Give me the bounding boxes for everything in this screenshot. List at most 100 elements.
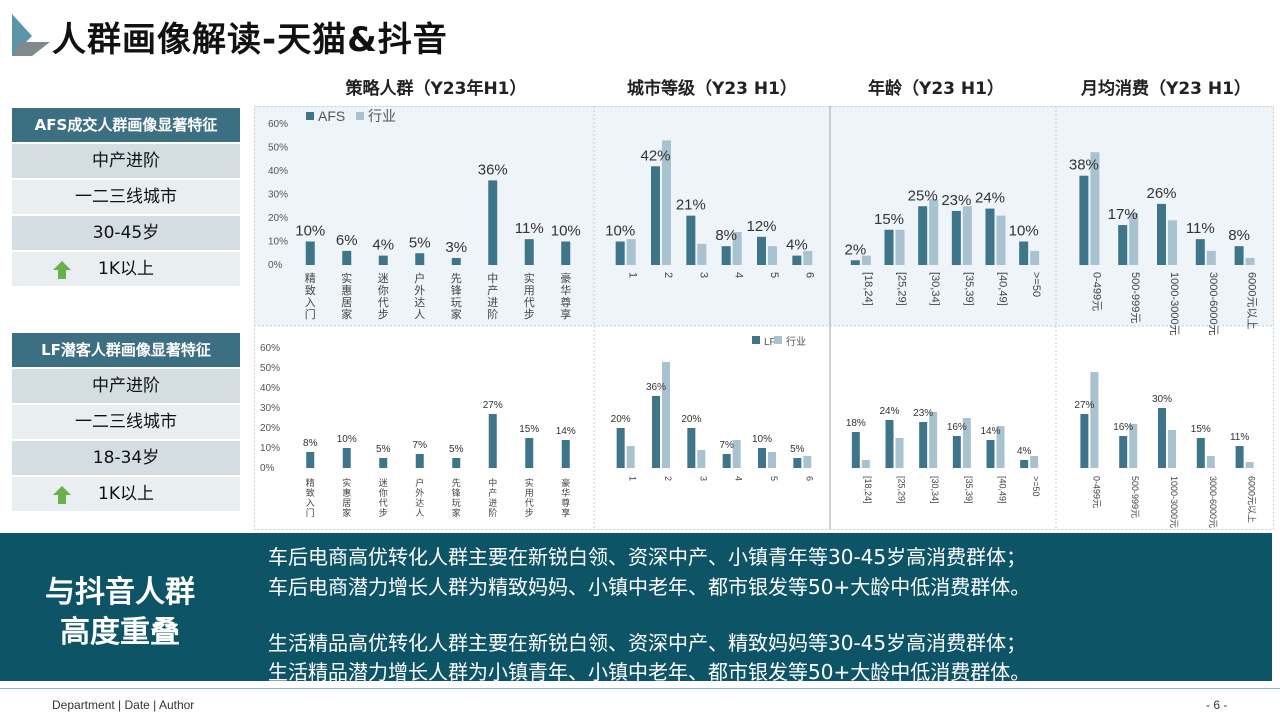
column-header-strategy: 策略人群（Y23年H1） xyxy=(345,79,527,99)
category-label: 3 xyxy=(697,272,709,278)
category-label-char: 用 xyxy=(525,488,534,498)
bar-industry xyxy=(895,438,904,468)
data-label: 10% xyxy=(337,434,357,445)
bar-primary xyxy=(415,253,425,265)
data-label: 10% xyxy=(752,434,772,445)
data-label: 12% xyxy=(746,218,776,235)
data-label: 10% xyxy=(605,223,635,240)
category-label: [35,39] xyxy=(964,476,974,504)
data-label: 36% xyxy=(478,161,508,178)
bar-primary xyxy=(378,255,388,265)
bar-industry xyxy=(1090,152,1100,265)
category-label-char: 实 xyxy=(342,477,351,488)
data-label: 3% xyxy=(445,239,467,256)
category-label: 3000-6000元 xyxy=(1208,476,1218,528)
data-label: 10% xyxy=(1009,223,1039,240)
category-label: 6000元以上 xyxy=(1246,272,1259,329)
bar-primary xyxy=(415,454,424,468)
y-tick-label: 40% xyxy=(260,383,280,394)
banner-text-line: 生活精品高优转化人群主要在新锐白领、资深中产、精致妈妈等30-45岁高消费群体； xyxy=(268,631,1027,655)
afs-feature-row: 30-45岁 xyxy=(12,216,240,250)
bar-industry xyxy=(1030,456,1039,468)
data-label: 20% xyxy=(681,414,701,425)
afs-panel-heading: AFS成交人群画像显著特征 xyxy=(12,108,240,142)
bar-industry xyxy=(1129,424,1138,468)
lf-feature-row: 18-34岁 xyxy=(12,441,240,475)
y-tick-label: 60% xyxy=(268,119,288,130)
bar-primary xyxy=(452,458,461,468)
bar-primary xyxy=(1079,175,1089,265)
bar-industry xyxy=(1245,462,1254,468)
bar-primary xyxy=(1196,438,1205,468)
category-label-char: 代 xyxy=(524,296,535,309)
category-label-char: 门 xyxy=(306,507,315,518)
category-label-char: 中 xyxy=(487,272,498,285)
data-label: 24% xyxy=(975,190,1005,207)
category-label-char: 家 xyxy=(341,307,352,321)
category-label-char: 中 xyxy=(488,477,497,488)
bar-industry xyxy=(929,199,939,265)
category-label-char: 迷 xyxy=(378,272,389,285)
category-label-char: 先 xyxy=(452,477,461,488)
lf-feature-row: 中产进阶 xyxy=(12,369,240,403)
data-label: 4% xyxy=(1017,446,1032,457)
category-label-char: 华 xyxy=(561,487,570,498)
category-label: 0-499元 xyxy=(1091,476,1101,508)
category-label-char: 产 xyxy=(487,283,498,297)
category-label: 4 xyxy=(733,272,745,278)
data-label: 4% xyxy=(786,237,808,254)
afs-feature-row-label: 1K以上 xyxy=(98,259,154,279)
data-label: 5% xyxy=(409,234,431,251)
bar-primary xyxy=(615,241,625,265)
y-tick-label: 0% xyxy=(260,463,275,474)
category-label-char: 达 xyxy=(414,296,425,309)
lf-feature-row: 一二三线城市 xyxy=(12,405,240,439)
category-label-char: 进 xyxy=(488,498,497,508)
category-label: [18,24] xyxy=(862,272,874,306)
footer-divider xyxy=(0,688,1280,689)
category-label-char: 人 xyxy=(415,508,424,518)
y-tick-label: 20% xyxy=(260,423,280,434)
category-label: 1 xyxy=(628,476,638,481)
data-label: 15% xyxy=(1191,424,1211,435)
bar-primary xyxy=(488,414,497,468)
data-label: 5% xyxy=(790,444,805,455)
category-label: 6000元以上 xyxy=(1247,476,1257,523)
category-label-char: 步 xyxy=(524,308,535,321)
category-label-char: 居 xyxy=(341,297,352,309)
bar-industry xyxy=(996,426,1005,468)
up-arrow-icon xyxy=(53,261,71,279)
data-label: 23% xyxy=(941,192,971,209)
bar-primary xyxy=(885,420,894,468)
category-label-char: 居 xyxy=(342,498,351,508)
category-label-char: 家 xyxy=(452,507,461,518)
afs-feature-row: 1K以上 xyxy=(12,252,240,286)
data-label: 26% xyxy=(1146,185,1176,202)
data-label: 23% xyxy=(913,408,933,419)
legend-label-industry: 行业 xyxy=(786,335,806,348)
category-label-char: 达 xyxy=(415,497,424,508)
data-label: 15% xyxy=(519,424,539,435)
data-label: 11% xyxy=(1186,220,1215,237)
legend-label-primary: LF xyxy=(764,337,776,348)
legend-swatch-primary xyxy=(752,336,760,344)
category-label-char: 锋 xyxy=(451,284,462,297)
category-label-char: 代 xyxy=(379,498,388,508)
legend-label-industry: 行业 xyxy=(368,108,396,124)
bar-industry xyxy=(697,243,707,265)
lf-feature-row: 1K以上 xyxy=(12,477,240,511)
data-label: 6% xyxy=(336,232,358,249)
bar-industry xyxy=(929,412,938,468)
banner-headline: 与抖音人群 高度重叠 xyxy=(20,573,220,653)
category-label-char: 门 xyxy=(305,307,316,321)
category-label: 3 xyxy=(698,476,708,481)
category-label: [40,49] xyxy=(998,476,1008,504)
bar-primary xyxy=(1195,239,1205,265)
y-tick-label: 10% xyxy=(268,237,288,248)
bar-primary xyxy=(721,246,731,265)
category-label-char: 户 xyxy=(414,271,425,285)
bar-industry xyxy=(662,362,670,468)
bar-industry xyxy=(1168,430,1176,468)
bar-industry xyxy=(662,140,671,265)
bar-primary xyxy=(306,452,315,468)
